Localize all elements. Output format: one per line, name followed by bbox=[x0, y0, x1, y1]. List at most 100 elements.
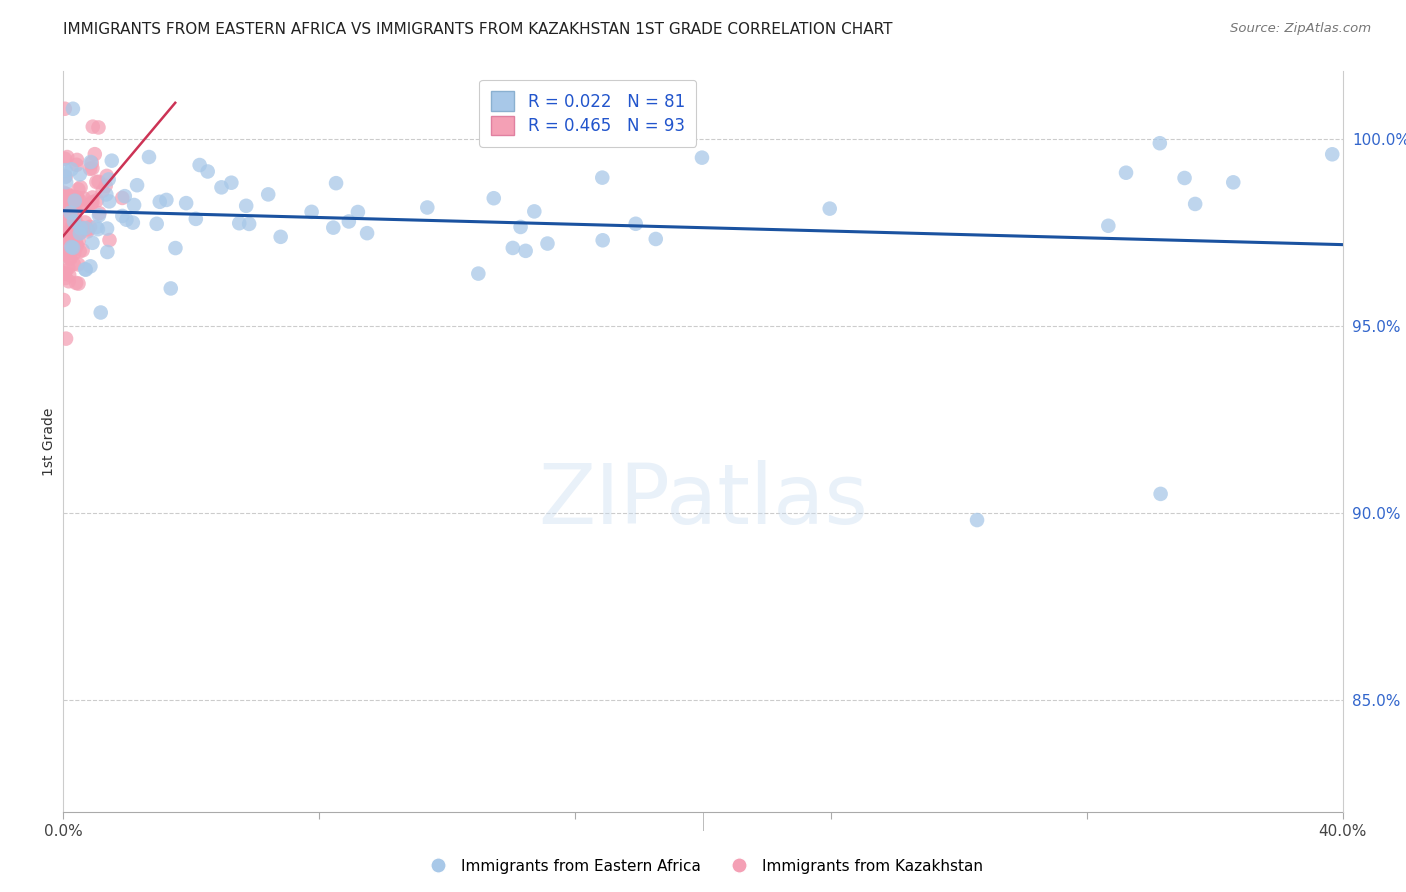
Point bbox=[467, 267, 489, 281]
Point bbox=[197, 164, 219, 178]
Point bbox=[62, 102, 84, 116]
Point bbox=[91, 184, 114, 198]
Point bbox=[67, 182, 90, 196]
Point bbox=[86, 194, 108, 208]
Point bbox=[83, 147, 105, 161]
Point bbox=[94, 178, 117, 193]
Point bbox=[1149, 487, 1171, 501]
Point bbox=[58, 232, 80, 246]
Point bbox=[58, 268, 80, 282]
Point bbox=[60, 240, 83, 254]
Point bbox=[65, 276, 87, 290]
Point bbox=[138, 150, 160, 164]
Point bbox=[60, 191, 83, 205]
Point bbox=[59, 235, 82, 250]
Point bbox=[69, 221, 91, 235]
Point bbox=[188, 158, 211, 172]
Point bbox=[59, 252, 82, 266]
Point bbox=[1097, 219, 1119, 233]
Point bbox=[72, 244, 94, 258]
Point bbox=[235, 199, 257, 213]
Point bbox=[53, 230, 76, 244]
Point bbox=[67, 234, 90, 248]
Point bbox=[56, 189, 79, 203]
Point bbox=[58, 188, 80, 202]
Point bbox=[55, 264, 77, 278]
Text: ZIPatlas: ZIPatlas bbox=[538, 460, 868, 541]
Point bbox=[502, 241, 524, 255]
Point bbox=[174, 196, 197, 211]
Point bbox=[53, 206, 76, 220]
Point bbox=[56, 187, 79, 202]
Point bbox=[53, 201, 76, 215]
Point bbox=[96, 169, 118, 183]
Point bbox=[66, 191, 89, 205]
Point bbox=[325, 176, 347, 190]
Text: Source: ZipAtlas.com: Source: ZipAtlas.com bbox=[1230, 22, 1371, 36]
Point bbox=[111, 191, 134, 205]
Point bbox=[75, 262, 97, 277]
Point bbox=[56, 219, 79, 233]
Point bbox=[62, 238, 84, 252]
Point bbox=[67, 193, 90, 207]
Point bbox=[60, 162, 83, 177]
Point bbox=[416, 201, 439, 215]
Point bbox=[149, 194, 172, 209]
Point bbox=[75, 262, 97, 277]
Point bbox=[53, 267, 76, 281]
Point bbox=[67, 199, 90, 213]
Point bbox=[67, 277, 90, 291]
Point bbox=[165, 241, 187, 255]
Legend: R = 0.022   N = 81, R = 0.465   N = 93: R = 0.022 N = 81, R = 0.465 N = 93 bbox=[479, 79, 696, 146]
Point bbox=[53, 152, 76, 166]
Point bbox=[690, 151, 713, 165]
Point bbox=[58, 202, 80, 217]
Point bbox=[59, 205, 82, 219]
Point bbox=[66, 190, 89, 204]
Point bbox=[62, 233, 84, 247]
Point bbox=[111, 209, 134, 223]
Point bbox=[65, 158, 87, 172]
Point bbox=[56, 229, 79, 244]
Point bbox=[122, 198, 145, 212]
Point bbox=[76, 198, 98, 212]
Point bbox=[1115, 166, 1137, 180]
Point bbox=[337, 214, 360, 228]
Point bbox=[55, 332, 77, 346]
Point bbox=[270, 230, 292, 244]
Point bbox=[69, 244, 91, 259]
Point bbox=[73, 215, 96, 229]
Point bbox=[89, 206, 111, 220]
Point bbox=[80, 156, 103, 170]
Legend: Immigrants from Eastern Africa, Immigrants from Kazakhstan: Immigrants from Eastern Africa, Immigran… bbox=[416, 853, 990, 880]
Point bbox=[63, 202, 86, 216]
Point bbox=[82, 161, 104, 176]
Point bbox=[80, 197, 103, 211]
Point bbox=[56, 150, 79, 164]
Point bbox=[55, 169, 77, 184]
Point bbox=[66, 228, 89, 243]
Point bbox=[82, 120, 104, 134]
Point bbox=[62, 190, 84, 204]
Point bbox=[347, 205, 370, 219]
Point bbox=[86, 175, 108, 189]
Point bbox=[115, 212, 138, 227]
Point bbox=[82, 190, 104, 204]
Point bbox=[184, 211, 207, 226]
Point bbox=[52, 247, 75, 261]
Point bbox=[66, 153, 89, 167]
Point bbox=[55, 271, 77, 285]
Point bbox=[515, 244, 537, 258]
Point bbox=[79, 219, 101, 234]
Point bbox=[257, 187, 280, 202]
Point bbox=[62, 242, 84, 256]
Point bbox=[86, 219, 108, 234]
Point bbox=[1322, 147, 1344, 161]
Y-axis label: 1st Grade: 1st Grade bbox=[42, 408, 56, 475]
Point bbox=[53, 240, 76, 254]
Point bbox=[76, 222, 98, 236]
Point bbox=[63, 194, 86, 208]
Point bbox=[101, 153, 124, 168]
Point bbox=[58, 251, 80, 265]
Point bbox=[56, 229, 79, 244]
